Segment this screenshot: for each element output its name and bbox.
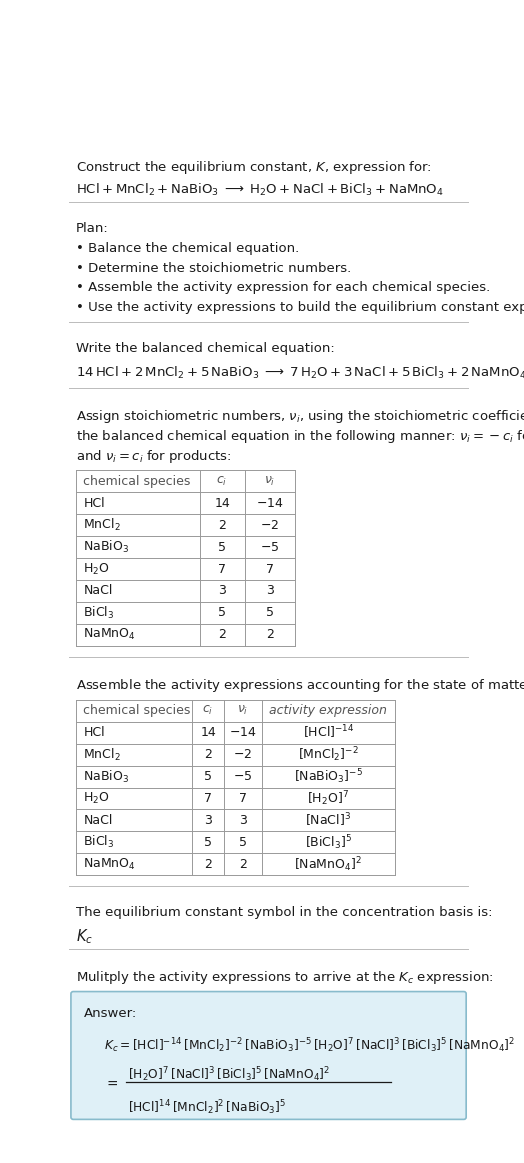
Text: chemical species: chemical species: [83, 705, 191, 718]
Text: $[\mathrm{NaBiO_3}]^{-5}$: $[\mathrm{NaBiO_3}]^{-5}$: [294, 768, 363, 786]
Text: $[\mathrm{HCl}]^{-14}$: $[\mathrm{HCl}]^{-14}$: [302, 723, 354, 742]
Text: $\mathrm{NaBiO_3}$: $\mathrm{NaBiO_3}$: [83, 538, 129, 555]
Text: • Assemble the activity expression for each chemical species.: • Assemble the activity expression for e…: [75, 281, 490, 294]
Text: Write the balanced chemical equation:: Write the balanced chemical equation:: [75, 342, 334, 355]
Text: $\mathrm{MnCl_2}$: $\mathrm{MnCl_2}$: [83, 518, 121, 533]
Text: 3: 3: [239, 814, 247, 827]
Text: $c_i$: $c_i$: [216, 475, 228, 487]
Text: 5: 5: [239, 836, 247, 849]
Text: and $\nu_i = c_i$ for products:: and $\nu_i = c_i$ for products:: [75, 448, 231, 464]
FancyBboxPatch shape: [71, 992, 466, 1119]
Text: $\mathrm{NaBiO_3}$: $\mathrm{NaBiO_3}$: [83, 769, 129, 785]
Text: $\nu_i$: $\nu_i$: [237, 704, 249, 718]
Text: Mulitply the activity expressions to arrive at the $K_c$ expression:: Mulitply the activity expressions to arr…: [75, 969, 493, 986]
Text: $[\mathrm{MnCl_2}]^{-2}$: $[\mathrm{MnCl_2}]^{-2}$: [298, 745, 358, 764]
Text: 2: 2: [266, 628, 274, 641]
Text: 7: 7: [218, 563, 226, 576]
Text: 5: 5: [204, 770, 212, 783]
Text: 7: 7: [266, 563, 274, 576]
Text: $-14$: $-14$: [256, 497, 283, 509]
Text: $-2$: $-2$: [233, 748, 253, 761]
Text: 5: 5: [218, 606, 226, 620]
Text: NaCl: NaCl: [83, 585, 113, 598]
Text: $-5$: $-5$: [260, 541, 279, 554]
Text: 7: 7: [204, 792, 212, 805]
Text: The equilibrium constant symbol in the concentration basis is:: The equilibrium constant symbol in the c…: [75, 906, 492, 919]
Text: $=$: $=$: [104, 1076, 119, 1090]
Text: $[\mathrm{NaCl}]^{3}$: $[\mathrm{NaCl}]^{3}$: [305, 812, 351, 829]
Text: 2: 2: [204, 748, 212, 761]
Text: 14: 14: [200, 726, 216, 740]
Text: the balanced chemical equation in the following manner: $\nu_i = -c_i$ for react: the balanced chemical equation in the fo…: [75, 428, 524, 445]
Text: $-5$: $-5$: [233, 770, 253, 783]
Text: 2: 2: [218, 628, 226, 641]
Text: $\mathrm{BiCl_3}$: $\mathrm{BiCl_3}$: [83, 605, 115, 621]
Text: Assign stoichiometric numbers, $\nu_i$, using the stoichiometric coefficients, $: Assign stoichiometric numbers, $\nu_i$, …: [75, 408, 524, 426]
Text: 5: 5: [218, 541, 226, 554]
Text: HCl: HCl: [83, 726, 105, 740]
Text: Assemble the activity expressions accounting for the state of matter and $\nu_i$: Assemble the activity expressions accoun…: [75, 677, 524, 693]
Text: $-14$: $-14$: [229, 726, 257, 740]
Text: $-2$: $-2$: [260, 519, 279, 531]
Text: $[\mathrm{BiCl_3}]^{5}$: $[\mathrm{BiCl_3}]^{5}$: [305, 833, 352, 851]
Text: $\mathrm{HCl + MnCl_2 + NaBiO_3 \;\longrightarrow\; H_2O + NaCl + BiCl_3 + NaMnO: $\mathrm{HCl + MnCl_2 + NaBiO_3 \;\longr…: [75, 181, 443, 198]
Text: $K_c$: $K_c$: [75, 928, 93, 947]
Text: $[\mathrm{NaMnO_4}]^{2}$: $[\mathrm{NaMnO_4}]^{2}$: [294, 855, 362, 873]
Text: • Determine the stoichiometric numbers.: • Determine the stoichiometric numbers.: [75, 262, 351, 274]
Text: • Balance the chemical equation.: • Balance the chemical equation.: [75, 242, 299, 255]
Text: 2: 2: [204, 858, 212, 871]
Text: $\mathrm{H_2O}$: $\mathrm{H_2O}$: [83, 791, 110, 806]
Text: $[\mathrm{HCl}]^{14}\,[\mathrm{MnCl_2}]^{2}\,[\mathrm{NaBiO_3}]^{5}$: $[\mathrm{HCl}]^{14}\,[\mathrm{MnCl_2}]^…: [127, 1098, 286, 1116]
Text: $\nu_i$: $\nu_i$: [264, 475, 276, 487]
Text: $\mathrm{14\,HCl + 2\,MnCl_2 + 5\,NaBiO_3 \;\longrightarrow\; 7\,H_2O + 3\,NaCl : $\mathrm{14\,HCl + 2\,MnCl_2 + 5\,NaBiO_…: [75, 365, 524, 381]
Text: 3: 3: [218, 585, 226, 598]
Text: 2: 2: [239, 858, 247, 871]
Text: 5: 5: [204, 836, 212, 849]
Text: $\mathrm{MnCl_2}$: $\mathrm{MnCl_2}$: [83, 747, 121, 763]
Text: $\mathrm{BiCl_3}$: $\mathrm{BiCl_3}$: [83, 834, 115, 850]
Text: Answer:: Answer:: [84, 1007, 137, 1020]
Text: $K_c = [\mathrm{HCl}]^{-14}\,[\mathrm{MnCl_2}]^{-2}\,[\mathrm{NaBiO_3}]^{-5}\,[\: $K_c = [\mathrm{HCl}]^{-14}\,[\mathrm{Mn…: [104, 1036, 516, 1055]
Text: Construct the equilibrium constant, $K$, expression for:: Construct the equilibrium constant, $K$,…: [75, 159, 431, 176]
Text: Plan:: Plan:: [75, 222, 108, 235]
Text: 3: 3: [204, 814, 212, 827]
Text: HCl: HCl: [83, 497, 105, 509]
Text: $\mathrm{NaMnO_4}$: $\mathrm{NaMnO_4}$: [83, 857, 136, 872]
Text: 3: 3: [266, 585, 274, 598]
Text: 2: 2: [218, 519, 226, 531]
Text: $[\mathrm{H_2O}]^{7}$: $[\mathrm{H_2O}]^{7}$: [307, 790, 349, 808]
Text: $c_i$: $c_i$: [202, 704, 214, 718]
Text: NaCl: NaCl: [83, 814, 113, 827]
Text: $[\mathrm{H_2O}]^{7}\,[\mathrm{NaCl}]^{3}\,[\mathrm{BiCl_3}]^{5}\,[\mathrm{NaMnO: $[\mathrm{H_2O}]^{7}\,[\mathrm{NaCl}]^{3…: [127, 1065, 330, 1084]
Text: 7: 7: [239, 792, 247, 805]
Text: activity expression: activity expression: [269, 705, 387, 718]
Text: $\mathrm{NaMnO_4}$: $\mathrm{NaMnO_4}$: [83, 627, 136, 642]
Text: • Use the activity expressions to build the equilibrium constant expression.: • Use the activity expressions to build …: [75, 301, 524, 314]
Text: $\mathrm{H_2O}$: $\mathrm{H_2O}$: [83, 562, 110, 577]
Text: chemical species: chemical species: [83, 475, 191, 487]
Text: 14: 14: [214, 497, 230, 509]
Text: 5: 5: [266, 606, 274, 620]
